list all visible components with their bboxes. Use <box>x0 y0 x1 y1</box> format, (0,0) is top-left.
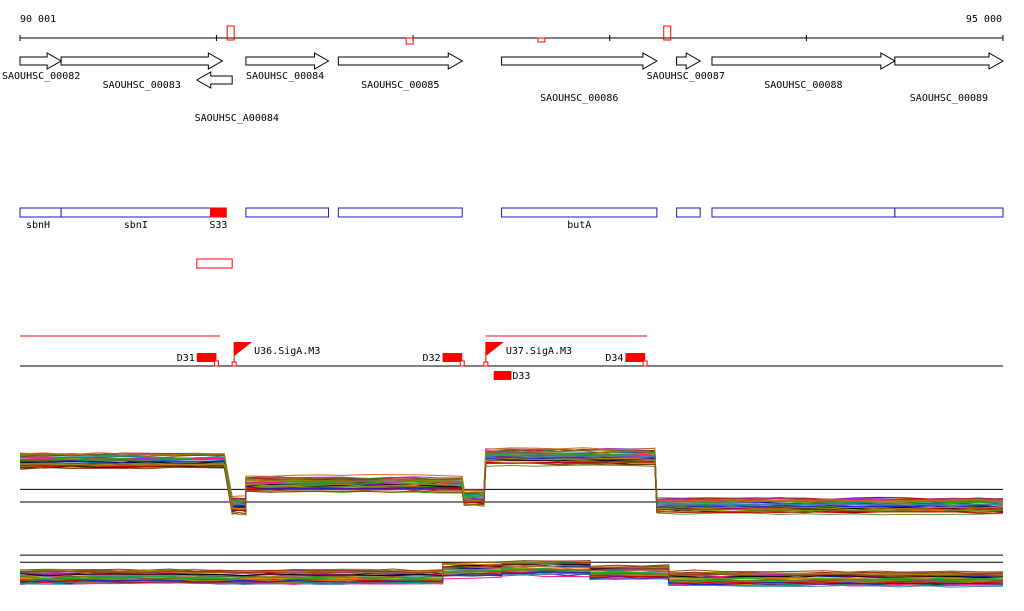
scale-start-label: 90 001 <box>20 14 56 25</box>
terminator-label: D33 <box>512 371 530 382</box>
scale-end-label: 95 000 <box>966 14 1002 25</box>
expression-line <box>19 462 1004 515</box>
gene-label: SAOUHSC_00087 <box>647 71 725 82</box>
terminator-label: D34 <box>605 353 623 364</box>
expression-line <box>19 567 1004 580</box>
terminator-label: D31 <box>177 353 195 364</box>
snp-marker <box>405 37 414 45</box>
expression-line <box>19 561 1004 576</box>
promoter-flag <box>234 342 253 356</box>
annotation-label: sbnI <box>124 220 148 231</box>
promoter-label: U36.SigA.M3 <box>254 346 320 357</box>
sub-annotation-box <box>196 258 233 269</box>
gene-arrow <box>245 52 330 70</box>
gene-label: SAOUHSC_A00084 <box>195 113 279 124</box>
terminator-label: D32 <box>423 353 441 364</box>
gene-label: SAOUHSC_00082 <box>2 71 80 82</box>
gene-track: SAOUHSC_00082 SAOUHSC_00083 SAOUHSC_A00084… <box>2 52 1005 124</box>
annotation-box <box>676 207 701 218</box>
annotation-box <box>60 207 212 218</box>
annotation-box <box>210 207 227 218</box>
gene-label: SAOUHSC_00086 <box>540 93 618 104</box>
gene-label: SAOUHSC_00088 <box>764 80 842 91</box>
terminator-box <box>625 353 646 362</box>
annotation-box <box>19 207 62 218</box>
snp-marker <box>663 25 672 41</box>
gene-label: SAOUHSC_00089 <box>910 93 988 104</box>
terminator-site <box>459 360 465 367</box>
annotation-box <box>711 207 896 218</box>
regulation-track: U36.SigA.M3 U37.SigA.M3 D31 D32 D33 D34 <box>20 335 1003 382</box>
terminator-box <box>493 371 512 380</box>
snp-marker <box>226 25 235 41</box>
annotation-label: butA <box>567 220 591 231</box>
gene-arrow <box>337 52 464 70</box>
gene-arrow <box>501 52 658 70</box>
gene-arrow <box>195 71 233 89</box>
expression-line <box>19 457 1004 510</box>
expression-line <box>19 452 1004 505</box>
terminator-box <box>442 353 463 362</box>
annotation-label: S33 <box>209 220 227 231</box>
expression-line <box>19 563 1004 579</box>
annotation-box <box>337 207 463 218</box>
expression-line <box>19 457 1004 508</box>
annotation-box <box>894 207 1004 218</box>
annotation-label: sbnH <box>26 220 50 231</box>
terminator-site <box>213 360 219 367</box>
gene-arrow <box>60 52 224 70</box>
gene-label: SAOUHSC_00085 <box>361 80 439 91</box>
annotation-box <box>501 207 658 218</box>
gene-arrow <box>19 52 63 70</box>
expression-line <box>19 447 1004 502</box>
promoter-site <box>483 361 489 367</box>
terminator-site <box>642 360 648 367</box>
promoter-site <box>231 361 237 367</box>
annotation-track: sbnH sbnI S33 butA <box>19 207 1004 269</box>
promoter-flag <box>485 342 504 356</box>
expression-track <box>19 447 1004 588</box>
expression-line <box>19 571 1004 586</box>
expression-panel <box>19 554 1004 588</box>
gene-label: SAOUHSC_00083 <box>103 80 181 91</box>
expression-line <box>19 570 1004 585</box>
promoter-label: U37.SigA.M3 <box>506 346 572 357</box>
terminator-box <box>196 353 217 362</box>
annotation-box <box>245 207 330 218</box>
scale-track: 90 001 95 000 <box>19 14 1004 45</box>
gene-arrow <box>894 52 1005 70</box>
expression-panel <box>19 447 1004 516</box>
snp-marker <box>537 37 546 43</box>
gene-arrow <box>711 52 896 70</box>
gene-arrow <box>676 52 702 70</box>
expression-line <box>19 561 1004 577</box>
gene-label: SAOUHSC_00084 <box>246 71 324 82</box>
